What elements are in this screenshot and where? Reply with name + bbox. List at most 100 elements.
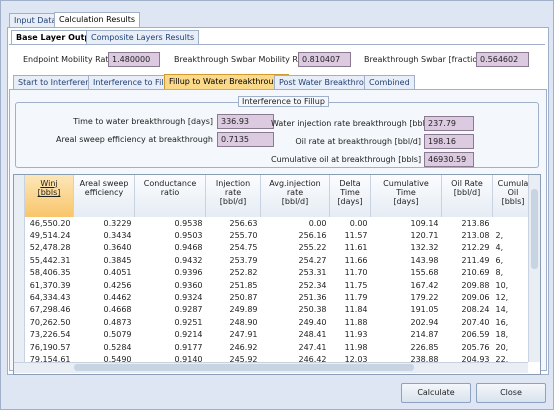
cell: 46,550.20 bbox=[29, 218, 71, 228]
header-text: ratio bbox=[160, 188, 180, 197]
group-title: Interference to Fillup bbox=[238, 96, 329, 107]
cell: 0.9140 bbox=[174, 354, 203, 364]
row-header bbox=[14, 241, 25, 255]
cell: 213.08 bbox=[461, 231, 490, 241]
cell: 4, bbox=[495, 243, 504, 253]
cell: 22, bbox=[495, 354, 509, 364]
cell: 255.70 bbox=[229, 231, 258, 241]
row: 52,478.28 0.3640 0.9468 254.75 255.22 11.61 13… bbox=[14, 241, 534, 255]
cell: 207.40 bbox=[461, 317, 490, 327]
row: 55,442.31 0.3845 0.9432 253.79 254.27 11.66 14… bbox=[14, 254, 534, 267]
cell: 12, bbox=[495, 293, 509, 303]
cell: 16, bbox=[495, 317, 509, 327]
row: 49,514.24 0.3434 0.9503 255.70 256.16 11.57 12… bbox=[14, 229, 534, 242]
cell: 251.85 bbox=[229, 280, 258, 290]
cell: 11.70 bbox=[344, 268, 368, 278]
header-text: [bbl/d] bbox=[219, 197, 247, 206]
cell: 254.75 bbox=[229, 243, 258, 253]
cell: 238.88 bbox=[410, 354, 439, 364]
row: 64,334.43 0.4462 0.9324 250.87 251.36 11.79 17… bbox=[14, 291, 534, 304]
stage-tab[interactable]: Fillup to Water Breakthrough bbox=[164, 74, 289, 89]
row-header bbox=[14, 266, 25, 279]
cell: 11.98 bbox=[344, 342, 368, 352]
column-header: Cumulative Time [days] bbox=[370, 175, 442, 217]
field: 336.93 bbox=[217, 114, 274, 129]
cell: 0.3229 bbox=[103, 218, 132, 228]
cell: 256.63 bbox=[229, 218, 258, 228]
cell: 0.5079 bbox=[103, 330, 132, 340]
cell: 211.49 bbox=[461, 255, 490, 265]
field: 198.16 bbox=[424, 134, 474, 149]
cell: 204.93 bbox=[461, 354, 490, 364]
header-text: rate bbox=[286, 188, 304, 197]
cell: 250.38 bbox=[298, 305, 327, 315]
cell: 55,442.31 bbox=[29, 255, 71, 265]
cell: 0.4668 bbox=[103, 305, 132, 315]
column-header: Oil Rate [bbl/d] bbox=[441, 175, 493, 217]
cell: 61,370.39 bbox=[29, 280, 71, 290]
header-row: Winj [bbls] Areal sweep efficiency Conductan… bbox=[14, 175, 534, 217]
cell: 11.75 bbox=[344, 280, 368, 290]
cell: 0.00 bbox=[308, 218, 327, 228]
header-text: Injection bbox=[215, 179, 251, 188]
cell: 209.06 bbox=[461, 293, 490, 303]
cell: 67,298.46 bbox=[29, 305, 71, 315]
row-header bbox=[14, 229, 25, 242]
close-button[interactable]: Close bbox=[476, 383, 546, 403]
header-text: [days] bbox=[337, 197, 363, 206]
row: 46,550.20 0.3229 0.9538 256.63 0.00 0.00 109.1… bbox=[14, 217, 534, 230]
header-text: Oil Rate bbox=[451, 179, 483, 188]
cell: 70,262.50 bbox=[29, 317, 71, 327]
cell: 0.4256 bbox=[103, 280, 132, 290]
cell: 6, bbox=[495, 255, 504, 265]
cell: 0.9287 bbox=[174, 305, 203, 315]
label: Time to water breakthrough [days] bbox=[73, 117, 213, 126]
field: 0.7135 bbox=[217, 132, 274, 147]
cell: 79,154.61 bbox=[29, 354, 71, 364]
v-scrollbar[interactable] bbox=[528, 175, 540, 362]
cell: 58,406.35 bbox=[29, 268, 71, 278]
header-text: Cumulative bbox=[383, 179, 429, 188]
row-header bbox=[14, 328, 25, 341]
cell: 213.86 bbox=[461, 218, 490, 228]
header-text: Time bbox=[340, 188, 360, 197]
cell: 0.3434 bbox=[103, 231, 132, 241]
cell: 247.41 bbox=[298, 342, 327, 352]
header-text: efficiency bbox=[84, 188, 124, 197]
cell: 11.79 bbox=[344, 293, 368, 303]
subtab[interactable]: Composite Layers Results bbox=[86, 30, 200, 44]
cell: 132.32 bbox=[410, 243, 439, 253]
header-text: rate bbox=[224, 188, 242, 197]
h-scrollbar[interactable] bbox=[14, 362, 528, 373]
cell: 11.84 bbox=[344, 305, 368, 315]
cell: 212.29 bbox=[461, 243, 490, 253]
column-header: Conductance ratio bbox=[134, 175, 206, 217]
cell: 52,478.28 bbox=[29, 243, 71, 253]
label: Oil rate at breakthrough [bbl/d] bbox=[295, 137, 421, 146]
cell: 206.59 bbox=[461, 330, 490, 340]
cell: 49,514.24 bbox=[29, 231, 71, 241]
cell: 202.94 bbox=[410, 317, 439, 327]
label: Breakthrough Swbar Mobility Ratio bbox=[174, 55, 313, 64]
cell: 0.9251 bbox=[174, 317, 203, 327]
cell: 0.4873 bbox=[103, 317, 132, 327]
column-header: Delta Time [days] bbox=[329, 175, 371, 217]
tab[interactable]: Calculation Results bbox=[54, 12, 141, 27]
cell: 0.9432 bbox=[174, 255, 203, 265]
cell: 246.42 bbox=[298, 354, 327, 364]
cell: 255.22 bbox=[298, 243, 327, 253]
cell: 11.61 bbox=[344, 243, 368, 253]
calculate-button[interactable]: Calculate bbox=[401, 383, 471, 403]
cell: 248.41 bbox=[298, 330, 327, 340]
cell: 252.34 bbox=[298, 280, 327, 290]
cell: 246.92 bbox=[229, 342, 258, 352]
cell: 109.14 bbox=[410, 218, 439, 228]
header-text: Oil bbox=[507, 188, 519, 197]
row-header bbox=[14, 291, 25, 304]
cell: 12.03 bbox=[344, 354, 368, 364]
cell: 210.69 bbox=[461, 268, 490, 278]
stage-tab[interactable]: Combined bbox=[364, 75, 415, 89]
row-header bbox=[14, 175, 25, 217]
header-text: Avg.injection bbox=[269, 179, 321, 188]
